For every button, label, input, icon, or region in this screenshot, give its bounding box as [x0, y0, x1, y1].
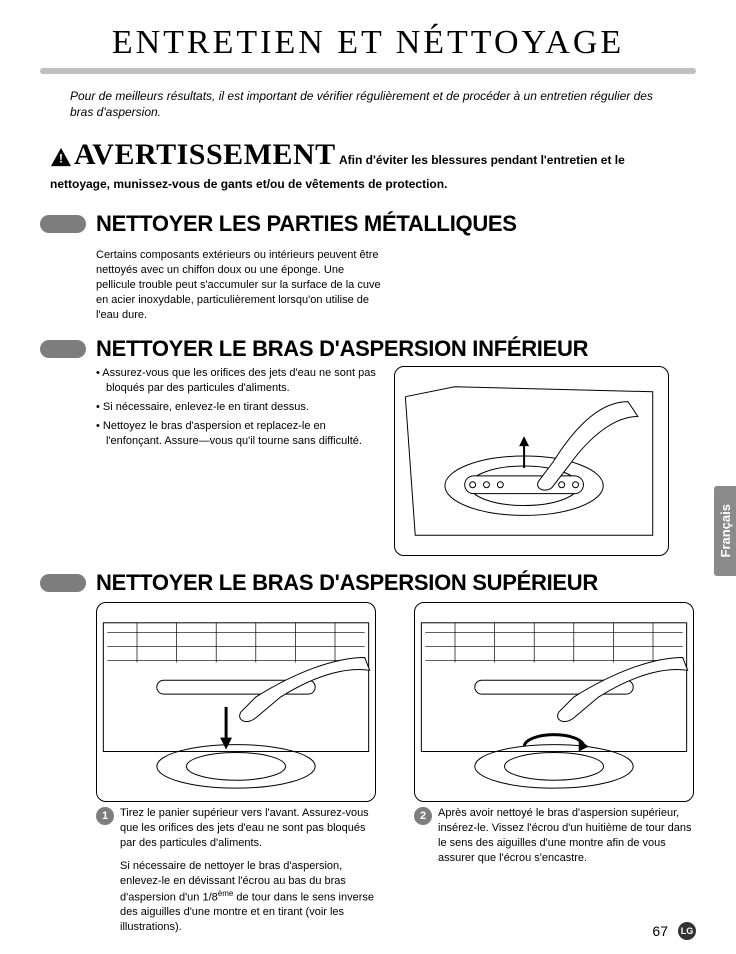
page: ENTRETIEN ET NÉTTOYAGE Pour de meilleurs…: [0, 0, 736, 954]
section-head-metal: NETTOYER LES PARTIES MÉTALLIQUES: [40, 211, 696, 237]
step-number-badge: 1: [96, 807, 114, 825]
section-title-upper: NETTOYER LE BRAS D'ASPERSION SUPÉRIEUR: [96, 570, 598, 596]
bullet-item: • Si nécessaire, enlevez-le en tirant de…: [96, 400, 376, 415]
language-tab: Français: [714, 486, 736, 576]
intro-text: Pour de meilleurs résultats, il est impo…: [70, 88, 666, 120]
bullet-item: • Nettoyez le bras d'aspersion et replac…: [96, 419, 376, 449]
brand-logo-icon: LG: [678, 922, 696, 940]
section-head-lower: NETTOYER LE BRAS D'ASPERSION INFÉRIEUR: [40, 336, 696, 362]
step-2-text: Après avoir nettoyé le bras d'aspersion …: [438, 806, 696, 865]
illustration-upper-step2: [414, 602, 694, 802]
brand-logo-text: LG: [681, 926, 694, 936]
bullet-item: • Assurez-vous que les orifices des jets…: [96, 366, 376, 396]
metal-parts-text: Certains composants extérieurs ou intéri…: [96, 248, 386, 322]
warning-heading: AVERTISSEMENT: [74, 138, 336, 171]
illustration-upper-step1: [96, 602, 376, 802]
lower-arm-row: • Assurez-vous que les orifices des jets…: [40, 366, 696, 556]
language-tab-label: Français: [718, 504, 733, 557]
step-2-col: 2 Après avoir nettoyé le bras d'aspersio…: [414, 602, 696, 934]
step-1-text-block: Tirez le panier supérieur vers l'avant. …: [120, 806, 378, 934]
page-footer: 67 LG: [652, 922, 696, 940]
section-head-upper: NETTOYER LE BRAS D'ASPERSION SUPÉRIEUR: [40, 570, 696, 596]
step-1-col: 1 Tirez le panier supérieur vers l'avant…: [96, 602, 378, 934]
bullet-pill-icon: [40, 574, 86, 592]
step-1-note: Si nécessaire de nettoyer le bras d'aspe…: [120, 859, 378, 935]
step-number-badge: 2: [414, 807, 432, 825]
lower-arm-bullets: • Assurez-vous que les orifices des jets…: [96, 366, 376, 452]
step-1-note-sup: ème: [218, 889, 234, 898]
section-title-lower: NETTOYER LE BRAS D'ASPERSION INFÉRIEUR: [96, 336, 588, 362]
step-1-caption: 1 Tirez le panier supérieur vers l'avant…: [96, 806, 378, 934]
page-number: 67: [652, 923, 668, 939]
upper-steps-row: 1 Tirez le panier supérieur vers l'avant…: [96, 602, 696, 934]
illustration-lower-arm: [394, 366, 669, 556]
warning-triangle-icon: !: [50, 147, 72, 167]
section-title-metal: NETTOYER LES PARTIES MÉTALLIQUES: [96, 211, 517, 237]
bullet-pill-icon: [40, 340, 86, 358]
horizontal-rule: [40, 68, 696, 74]
page-title: ENTRETIEN ET NÉTTOYAGE: [40, 24, 696, 62]
step-1-text: Tirez le panier supérieur vers l'avant. …: [120, 807, 369, 849]
warning-block: ! AVERTISSEMENT Afin d'éviter les blessu…: [50, 134, 686, 193]
step-2-caption: 2 Après avoir nettoyé le bras d'aspersio…: [414, 806, 696, 865]
svg-text:!: !: [59, 152, 63, 166]
bullet-pill-icon: [40, 215, 86, 233]
